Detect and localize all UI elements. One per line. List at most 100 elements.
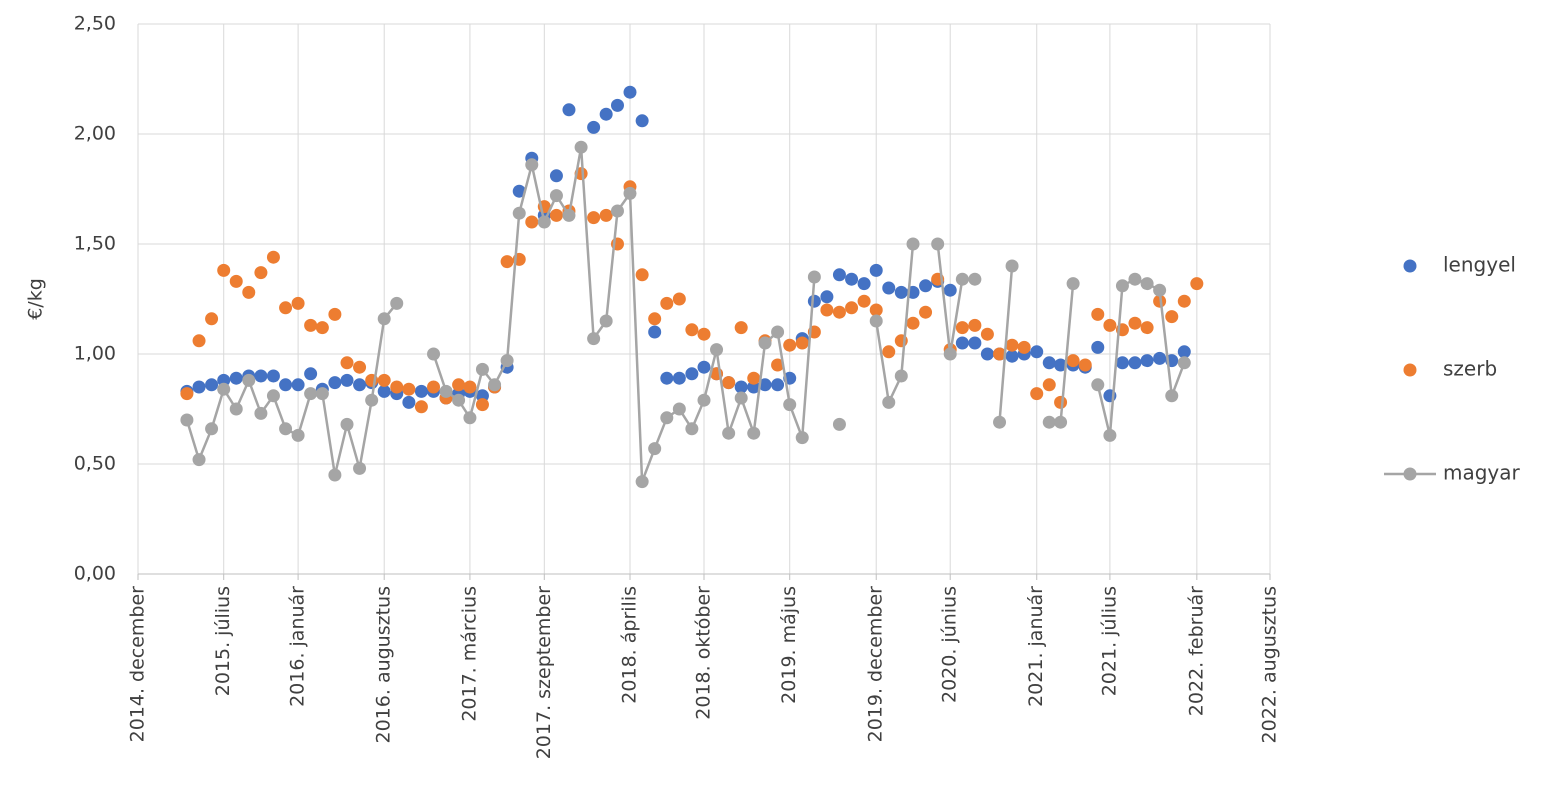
- data-point: [365, 393, 379, 407]
- data-point: [549, 208, 563, 222]
- data-point: [353, 461, 367, 475]
- data-point: [610, 98, 624, 112]
- data-point: [291, 428, 305, 442]
- data-point: [328, 468, 342, 482]
- data-point: [254, 406, 268, 420]
- data-point: [1091, 307, 1105, 321]
- data-point: [315, 321, 329, 335]
- series-line: [185, 146, 1186, 483]
- data-point: [685, 367, 699, 381]
- data-point: [525, 215, 539, 229]
- data-point: [205, 378, 219, 392]
- data-point: [771, 378, 785, 392]
- data-point: [623, 186, 637, 200]
- data-point: [869, 314, 883, 328]
- data-point: [587, 211, 601, 225]
- legend-marker: [1403, 259, 1417, 273]
- data-point: [648, 312, 662, 326]
- data-point: [980, 327, 994, 341]
- data-point: [710, 343, 724, 357]
- x-tick-label: 2022. február: [1185, 586, 1207, 716]
- data-point: [820, 303, 834, 317]
- data-point: [807, 294, 821, 308]
- data-point: [402, 395, 416, 409]
- data-point: [697, 327, 711, 341]
- x-tick-label: 2021. január: [1025, 586, 1047, 707]
- data-point: [452, 378, 466, 392]
- data-point: [807, 270, 821, 284]
- data-point: [1140, 277, 1154, 291]
- x-tick-label: 2015. július: [212, 586, 234, 696]
- data-point: [254, 369, 268, 383]
- data-point: [820, 290, 834, 304]
- data-point: [304, 318, 318, 332]
- data-point: [1005, 338, 1019, 352]
- data-point: [353, 360, 367, 374]
- data-point: [463, 380, 477, 394]
- data-point: [722, 426, 736, 440]
- data-point: [1115, 356, 1129, 370]
- data-point: [1078, 358, 1092, 372]
- data-point: [1103, 428, 1117, 442]
- x-tick-label: 2016. január: [287, 586, 309, 707]
- data-point: [525, 158, 539, 172]
- data-point: [1165, 310, 1179, 324]
- data-point: [599, 314, 613, 328]
- data-point: [1103, 318, 1117, 332]
- data-point: [610, 204, 624, 218]
- data-point: [304, 367, 318, 381]
- data-point: [217, 382, 231, 396]
- x-tick-label: 2019. május: [778, 586, 800, 704]
- data-point: [697, 393, 711, 407]
- y-tick-label: 0,00: [74, 563, 116, 585]
- y-tick-label: 1,50: [74, 233, 116, 255]
- data-point: [340, 417, 354, 431]
- data-point: [377, 384, 391, 398]
- data-point: [217, 263, 231, 277]
- x-tick-label: 2019. december: [865, 586, 887, 743]
- data-point: [747, 371, 761, 385]
- data-point: [623, 85, 637, 99]
- data-point: [512, 184, 526, 198]
- data-point: [980, 347, 994, 361]
- data-point: [377, 312, 391, 326]
- data-point: [845, 272, 859, 286]
- data-point: [549, 189, 563, 203]
- data-point: [304, 387, 318, 401]
- data-point: [390, 380, 404, 394]
- data-point: [439, 384, 453, 398]
- data-point: [648, 442, 662, 456]
- data-point: [783, 338, 797, 352]
- data-point: [857, 294, 871, 308]
- data-point: [599, 107, 613, 121]
- data-point: [205, 312, 219, 326]
- data-point: [635, 114, 649, 128]
- legend-label: szerb: [1443, 357, 1497, 381]
- data-point: [869, 303, 883, 317]
- data-point: [857, 277, 871, 291]
- data-point: [832, 305, 846, 319]
- data-point: [955, 272, 969, 286]
- x-tick-label: 2022. augusztus: [1259, 586, 1281, 743]
- x-tick-label: 2018. április: [619, 586, 641, 704]
- x-tick-label: 2020. június: [939, 586, 961, 703]
- data-point: [402, 382, 416, 396]
- data-point: [722, 376, 736, 390]
- data-point: [758, 336, 772, 350]
- data-point: [734, 391, 748, 405]
- data-point: [279, 422, 293, 436]
- data-point: [192, 380, 206, 394]
- data-point: [1128, 356, 1142, 370]
- x-tick-label: 2017. március: [458, 586, 480, 722]
- data-point: [1140, 321, 1154, 335]
- data-point: [1177, 294, 1191, 308]
- data-point: [635, 475, 649, 489]
- data-point: [587, 332, 601, 346]
- data-point: [500, 255, 514, 269]
- data-point: [955, 336, 969, 350]
- data-point: [414, 400, 428, 414]
- data-point: [968, 272, 982, 286]
- data-point: [1005, 349, 1019, 363]
- y-axis-label: €/kg: [25, 278, 47, 320]
